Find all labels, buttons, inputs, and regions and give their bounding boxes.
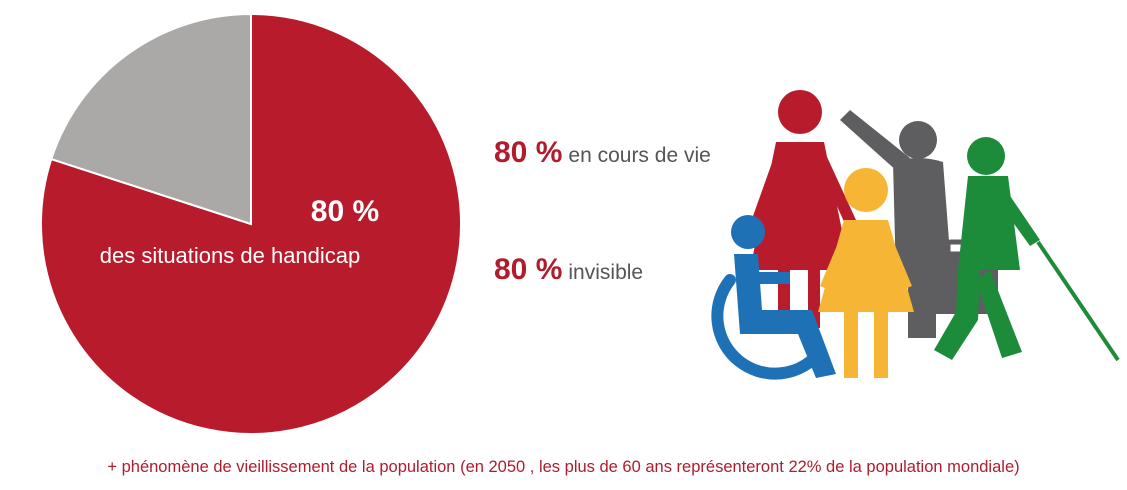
footnote: + phénomène de vieillissement de la popu… [107,458,1020,476]
stat-invisible: 80 % invisible [494,253,643,287]
pie-chart [40,12,462,435]
stat-lifetime-label: en cours de vie [568,144,711,167]
yellow-person-icon [818,168,914,378]
pie-data-label-text: des situations de handicap [99,243,361,268]
pie-data-label-value: 80 % [310,195,380,228]
green-person-icon [934,137,1120,362]
blue-wheelchair-person-icon [711,215,836,380]
stat-invisible-label: invisible [568,261,644,284]
red-person-icon [748,90,856,328]
stat-invisible-value: 80 % [494,253,563,286]
pie-slice-1 [50,12,252,226]
stat-lifetime: 80 % en cours de vie [494,136,711,170]
diverse-disability-people-icon [711,90,1120,380]
stat-lifetime-value: 80 % [494,136,563,169]
